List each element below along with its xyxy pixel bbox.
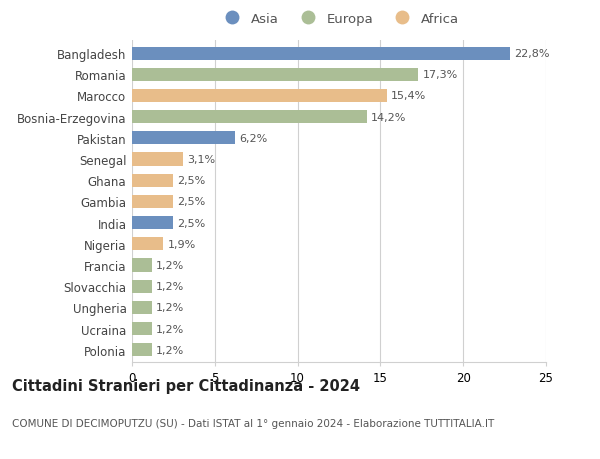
Bar	[132, 238, 163, 251]
Text: COMUNE DI DECIMOPUTZU (SU) - Dati ISTAT al 1° gennaio 2024 - Elaborazione TUTTIT: COMUNE DI DECIMOPUTZU (SU) - Dati ISTAT …	[12, 418, 494, 428]
Bar	[132, 153, 184, 166]
Text: 1,2%: 1,2%	[156, 281, 184, 291]
Bar	[132, 301, 152, 314]
Text: 3,1%: 3,1%	[187, 155, 215, 165]
Bar	[132, 111, 367, 124]
Text: 1,2%: 1,2%	[156, 260, 184, 270]
Bar	[132, 343, 152, 357]
Text: 15,4%: 15,4%	[391, 91, 427, 101]
Bar	[132, 132, 235, 145]
Bar	[132, 217, 173, 230]
Bar	[132, 68, 418, 82]
Legend: Asia, Europa, Africa: Asia, Europa, Africa	[217, 10, 461, 28]
Bar	[132, 174, 173, 187]
Text: 1,9%: 1,9%	[167, 239, 196, 249]
Bar	[132, 47, 509, 61]
Text: 6,2%: 6,2%	[239, 134, 267, 144]
Bar	[132, 259, 152, 272]
Text: 2,5%: 2,5%	[178, 218, 206, 228]
Bar	[132, 196, 173, 208]
Text: 1,2%: 1,2%	[156, 345, 184, 355]
Text: 17,3%: 17,3%	[422, 70, 458, 80]
Text: 1,2%: 1,2%	[156, 302, 184, 313]
Text: 22,8%: 22,8%	[514, 49, 549, 59]
Text: Cittadini Stranieri per Cittadinanza - 2024: Cittadini Stranieri per Cittadinanza - 2…	[12, 379, 360, 394]
Text: 2,5%: 2,5%	[178, 197, 206, 207]
Text: 1,2%: 1,2%	[156, 324, 184, 334]
Bar	[132, 322, 152, 336]
Text: 14,2%: 14,2%	[371, 112, 407, 123]
Bar	[132, 90, 387, 103]
Bar	[132, 280, 152, 293]
Text: 2,5%: 2,5%	[178, 176, 206, 186]
